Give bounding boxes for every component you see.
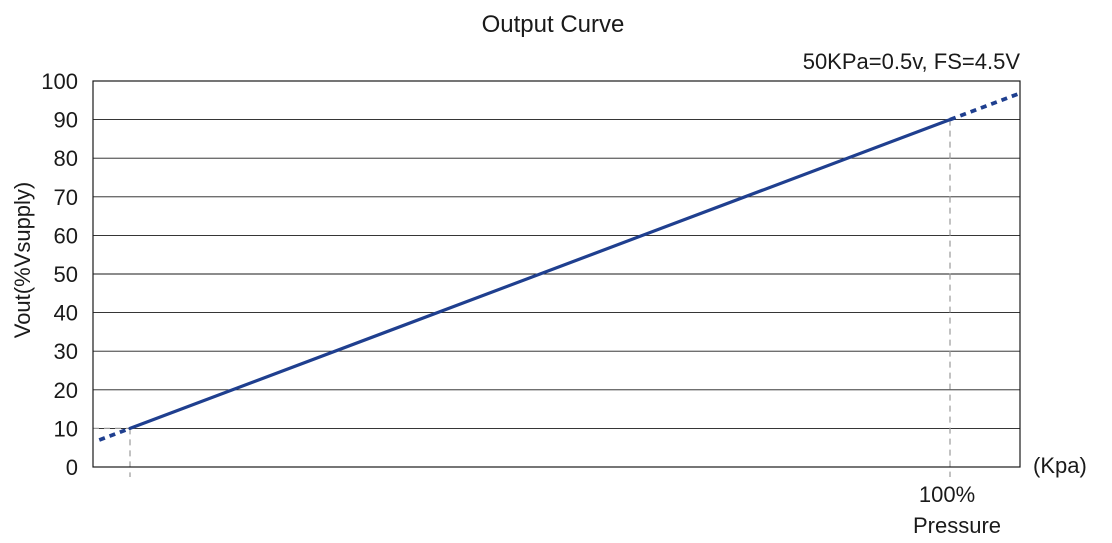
y-tick-label-50: 50 (54, 262, 78, 287)
grid (93, 119, 1020, 429)
y-tick-label-100: 100 (41, 69, 78, 94)
plot-frame (92, 80, 1021, 468)
y-tick-label-60: 60 (54, 223, 78, 248)
chart-title: Output Curve (482, 11, 625, 38)
plot-border (92, 80, 1021, 468)
y-tick-label-30: 30 (54, 339, 78, 364)
reference-lines (93, 119, 951, 477)
series (98, 90, 1023, 442)
x-unit-label: (Kpa) (1033, 453, 1087, 478)
series-line-solid (128, 117, 952, 430)
y-axis-label: Vout(%Vsupply) (10, 182, 35, 339)
y-tick-labels: 0 10 20 30 40 50 60 70 80 90 100 (41, 69, 78, 480)
y-tick-label-70: 70 (54, 185, 78, 210)
y-tick-label-90: 90 (54, 108, 78, 133)
y-tick-label-10: 10 (54, 416, 78, 441)
y-tick-label-80: 80 (54, 146, 78, 171)
x-tick-label-percent: 100% (919, 482, 975, 507)
y-tick-label-20: 20 (54, 378, 78, 403)
chart-subtitle: 50KPa=0.5v, FS=4.5V (803, 49, 1021, 74)
x-tick-label-pressure: Pressure (913, 513, 1001, 538)
series-extension-above (949, 90, 1023, 122)
y-tick-label-40: 40 (54, 301, 78, 326)
series-extension-below (98, 426, 131, 442)
y-tick-label-0: 0 (66, 455, 78, 480)
